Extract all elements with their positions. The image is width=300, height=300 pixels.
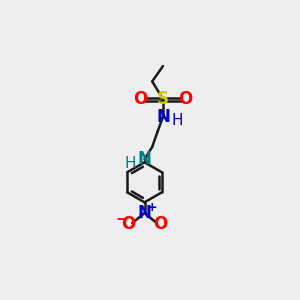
Text: S: S (157, 90, 169, 108)
Text: +: + (146, 201, 157, 214)
Text: N: N (138, 204, 152, 222)
Text: O: O (121, 215, 136, 233)
Text: −: − (115, 212, 128, 227)
Text: H: H (124, 155, 136, 170)
Text: O: O (134, 90, 148, 108)
Text: H: H (171, 113, 183, 128)
Text: N: N (156, 108, 170, 126)
Text: N: N (138, 150, 152, 168)
Text: O: O (154, 215, 168, 233)
Text: O: O (178, 90, 192, 108)
